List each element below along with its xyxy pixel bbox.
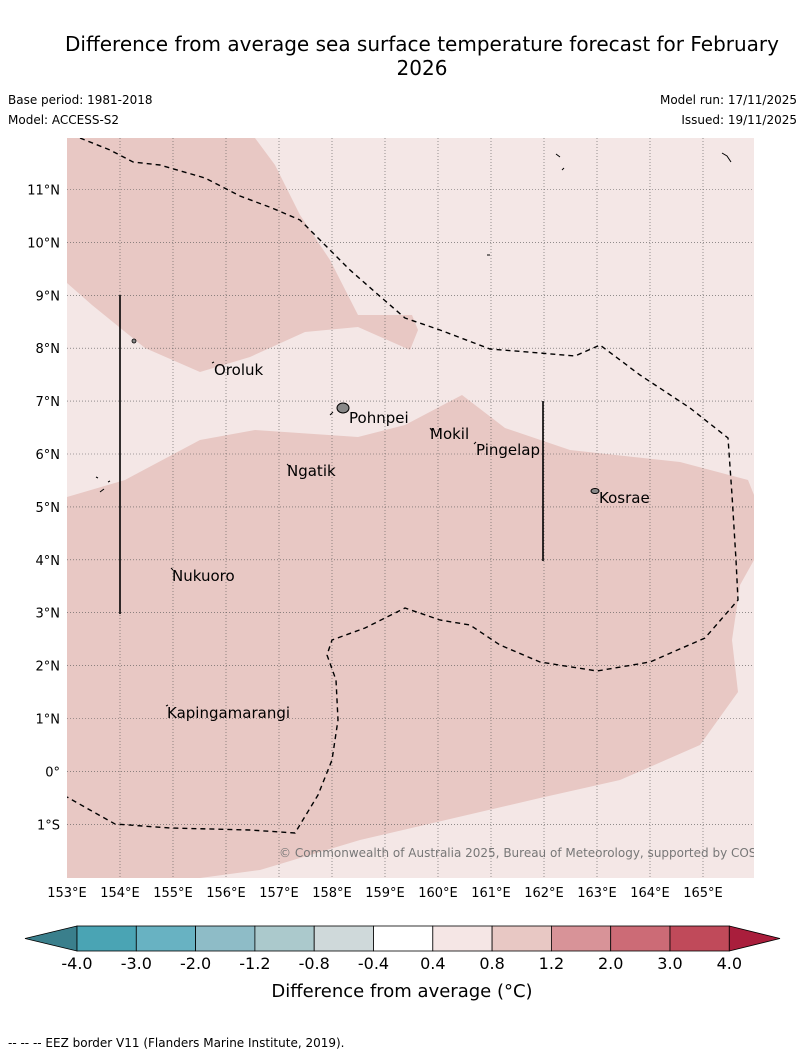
colorbar-segment [373, 925, 434, 952]
colorbar-tick-label: 3.0 [657, 954, 682, 973]
lon-tick-label: 163°E [577, 886, 617, 901]
pingelap-atoll [473, 441, 477, 445]
eez-border [67, 138, 739, 834]
model-name: Model: ACCESS-S2 [8, 113, 120, 127]
base-period: Base period: 1981-2018 [8, 93, 153, 107]
model-run: Model run: 17/11/2025 [659, 93, 797, 107]
colorbar-tick-label: 4.0 [717, 954, 742, 973]
lon-tick-label: 156°E [206, 886, 246, 901]
colorbar-arrow-low [24, 925, 78, 952]
label-mokil: Mokil [430, 425, 469, 443]
nukuoro-atoll [170, 567, 174, 571]
kosrae-island [590, 488, 600, 494]
colorbar-segment [76, 925, 137, 952]
lon-tick-label: 165°E [683, 886, 723, 901]
northern-atolls-a [555, 153, 565, 171]
lat-tick-label: 1°S [37, 818, 60, 833]
mokil-atoll [429, 427, 433, 432]
map-title: Difference from average sea surface temp… [65, 32, 779, 80]
colorbar-title: Difference from average (°C) [271, 981, 532, 1002]
colorbar-tick-label: -3.0 [121, 954, 152, 973]
label-oroluk: Oroluk [214, 361, 263, 379]
lat-tick-label: 9°N [36, 289, 61, 304]
lat-tick-label: 3°N [36, 607, 61, 622]
colorbar-segment [254, 925, 315, 952]
anomaly-region-south [67, 395, 754, 878]
colorbar-segment [610, 925, 671, 952]
lon-tick-label: 157°E [259, 886, 299, 901]
colorbar-segment [195, 925, 256, 952]
islet-west [131, 338, 137, 344]
lon-tick-label: 158°E [312, 886, 352, 901]
lat-tick-label: 6°N [36, 448, 61, 463]
lat-tick-label: 1°N [36, 713, 61, 728]
colorbar-tick-label: 0.4 [420, 954, 445, 973]
lon-tick-label: 154°E [100, 886, 140, 901]
lat-tick-label: 5°N [36, 501, 61, 516]
label-kosrae: Kosrae [599, 489, 650, 507]
colorbar-tick-label: 1.2 [539, 954, 564, 973]
label-pingelap: Pingelap [476, 441, 540, 459]
label-pohnpei: Pohnpei [349, 409, 409, 427]
colorbar-segment [669, 925, 730, 952]
label-kapingamarangi: Kapingamarangi [167, 704, 290, 722]
lat-tick-label: 8°N [36, 342, 61, 357]
lat-tick-label: 4°N [36, 554, 61, 569]
oroluk-atoll [211, 361, 215, 364]
colorbar-tick-label: -1.2 [239, 954, 270, 973]
colorbar-tick-label: 2.0 [598, 954, 623, 973]
issued-date: Issued: 19/11/2025 [681, 113, 797, 127]
colorbar-tick-label: -4.0 [61, 954, 92, 973]
colorbar-segment [135, 925, 197, 952]
lon-tick-label: 164°E [630, 886, 670, 901]
lon-tick-label: 162°E [524, 886, 564, 901]
colorbar-segment [432, 925, 493, 952]
copyright-notice: © Commonwealth of Australia 2025, Bureau… [279, 846, 784, 860]
ngatik-atoll [286, 463, 290, 467]
lat-tick-label: 2°N [36, 660, 61, 675]
ant-atoll [329, 411, 334, 416]
label-ngatik: Ngatik [287, 462, 336, 480]
map-gridlines [67, 138, 754, 878]
colorbar: -4.0 -3.0 -2.0 -1.2 -0.8 -0.4 0.4 0.8 1.2 2.0 3.0 4… [24, 925, 781, 973]
lat-tick-label: 10°N [27, 236, 60, 251]
lat-tick-label: 0° [45, 765, 60, 780]
lon-tick-label: 161°E [471, 886, 511, 901]
colorbar-arrow-high [728, 925, 781, 952]
lon-tick-label: 159°E [365, 886, 405, 901]
colorbar-tick-label: 0.8 [479, 954, 504, 973]
lat-tick-label: 11°N [27, 184, 60, 199]
colorbar-segment [551, 925, 612, 952]
colorbar-tick-label: -2.0 [180, 954, 211, 973]
latitude-labels: 11°N 10°N 9°N 8°N 7°N 6°N 5°N 4°N 3°N 2°N 1°N 0° 1°S [27, 184, 60, 834]
kapingamarangi-atoll [165, 704, 169, 707]
lon-tick-label: 153°E [47, 886, 87, 901]
colorbar-tick-label: -0.8 [299, 954, 330, 973]
longitude-labels: 153°E 154°E 155°E 156°E 157°E 158°E 159°E 160°E… [47, 886, 723, 901]
lat-tick-label: 7°N [36, 395, 61, 410]
eez-footnote: -- -- -- EEZ border V11 (Flanders Marine… [8, 1036, 345, 1050]
lon-tick-label: 160°E [418, 886, 458, 901]
northern-atolls-b [721, 152, 732, 163]
colorbar-segment [313, 925, 374, 952]
lon-tick-label: 155°E [153, 886, 193, 901]
mortlock-atolls [95, 476, 111, 493]
colorbar-segment [491, 925, 552, 952]
anomaly-region-north [67, 138, 418, 372]
pohnpei-island [336, 402, 350, 414]
label-nukuoro: Nukuoro [172, 567, 235, 585]
colorbar-tick-label: -0.4 [358, 954, 389, 973]
